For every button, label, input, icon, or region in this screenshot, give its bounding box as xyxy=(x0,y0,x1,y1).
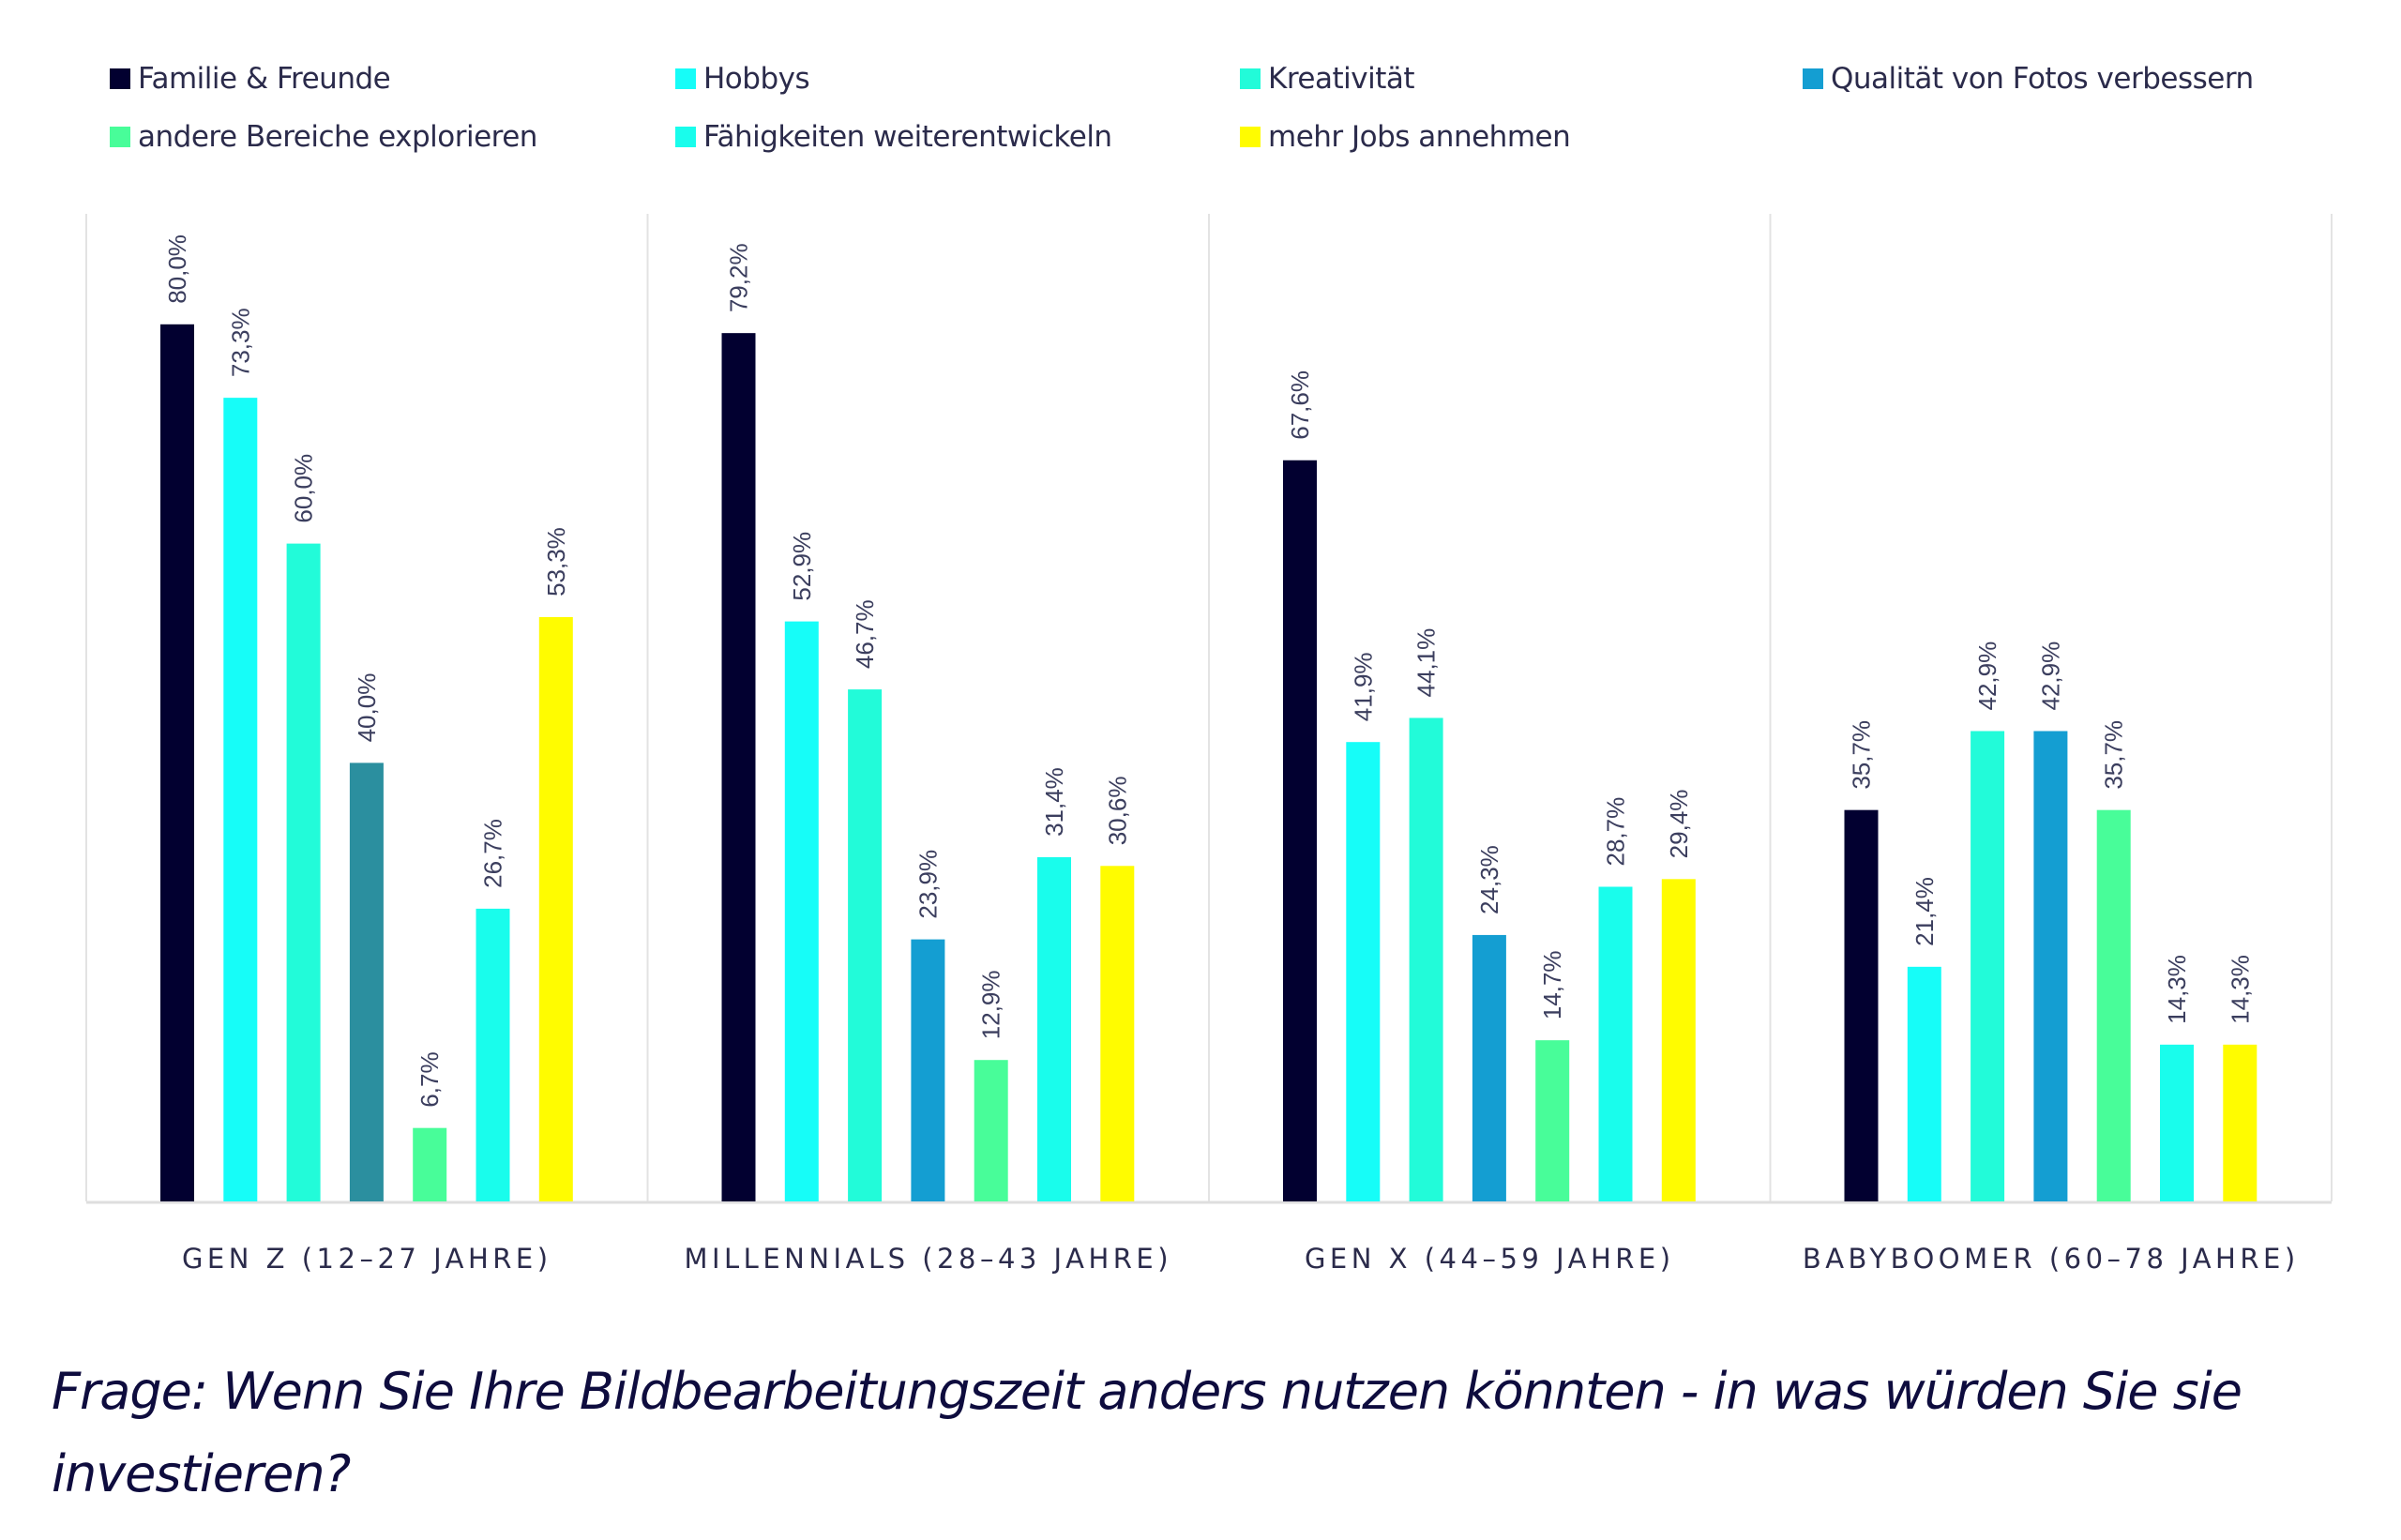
bar xyxy=(1907,966,1941,1201)
bar xyxy=(1971,731,2005,1201)
legend-swatch xyxy=(110,127,130,147)
data-label: 52,9% xyxy=(788,532,816,601)
legend-item: andere Bereiche explorieren xyxy=(110,120,537,154)
data-label: 46,7% xyxy=(851,599,879,669)
legend-swatch xyxy=(110,68,130,89)
bar xyxy=(223,398,258,1201)
bar xyxy=(1598,886,1633,1201)
bar xyxy=(784,621,819,1201)
legend-swatch xyxy=(1240,68,1261,89)
legend-label: Fähigkeiten weiterentwickeln xyxy=(703,120,1112,154)
data-label: 14,3% xyxy=(2226,955,2254,1024)
data-label: 42,9% xyxy=(2036,642,2064,711)
bar xyxy=(476,908,510,1201)
bar xyxy=(1409,717,1443,1201)
bar xyxy=(911,939,945,1201)
bar xyxy=(974,1060,1008,1201)
category-label: GEN Z (12–27 JAHRE) xyxy=(182,1243,552,1275)
legend-label: Kreativität xyxy=(1268,62,1415,96)
data-label: 24,3% xyxy=(1475,845,1503,914)
legend-item: Fähigkeiten weiterentwickeln xyxy=(675,120,1112,154)
category-label: MILLENNIALS (28–43 JAHRE) xyxy=(684,1243,1172,1275)
legend-label: Familie & Freunde xyxy=(138,62,391,96)
data-label: 42,9% xyxy=(1973,642,2001,711)
data-label: 30,6% xyxy=(1103,777,1131,846)
data-label: 12,9% xyxy=(977,970,1005,1039)
data-label: 40,0% xyxy=(353,673,381,743)
data-label: 31,4% xyxy=(1040,767,1068,837)
data-label: 35,7% xyxy=(1848,720,1876,790)
bar xyxy=(2033,731,2068,1201)
legend-swatch xyxy=(675,68,696,89)
data-label: 53,3% xyxy=(542,527,570,596)
legend-label: Qualität von Fotos verbessern xyxy=(1831,62,2254,96)
bar xyxy=(1346,742,1381,1201)
data-label: 60,0% xyxy=(290,454,318,523)
legend-swatch xyxy=(1240,127,1261,147)
legend-label: andere Bereiche explorieren xyxy=(138,120,537,154)
data-label: 21,4% xyxy=(1910,877,1939,946)
data-label: 14,7% xyxy=(1538,950,1566,1019)
bar xyxy=(1100,866,1135,1201)
bar xyxy=(1037,856,1071,1201)
bar xyxy=(2096,809,2131,1201)
bar xyxy=(413,1127,447,1201)
survey-question-caption: Frage: Wenn Sie Ihre Bildbearbeitungszei… xyxy=(52,1362,2242,1503)
bar xyxy=(1283,460,1317,1202)
data-label: 6,7% xyxy=(415,1051,444,1107)
data-label: 79,2% xyxy=(725,243,753,312)
data-label: 23,9% xyxy=(914,850,942,919)
bar xyxy=(1844,809,1879,1201)
bar xyxy=(2160,1044,2194,1201)
grouped-bar-chart: 80,0% 73,3% 60,0% 40,0% 6,7% 26,7% 53,3% GEN Z … xyxy=(85,214,2333,1275)
chart-legend: Familie & Freunde Hobbys Kreativität Qualit… xyxy=(0,0,2401,188)
legend-item: Qualität von Fotos verbessern xyxy=(1803,62,2254,96)
bar xyxy=(1661,879,1696,1201)
bar xyxy=(2223,1044,2258,1201)
data-label: 14,3% xyxy=(2163,955,2191,1024)
bar xyxy=(160,324,194,1201)
legend-swatch xyxy=(1803,68,1823,89)
data-label: 35,7% xyxy=(2100,720,2128,790)
bar xyxy=(538,616,573,1201)
category-label: BABYBOOMER (60–78 JAHRE) xyxy=(1803,1243,2300,1275)
bar xyxy=(721,333,756,1202)
bar xyxy=(1472,934,1506,1201)
legend-item: mehr Jobs annehmen xyxy=(1240,120,1571,154)
data-label: 67,6% xyxy=(1286,370,1314,440)
bar xyxy=(1535,1040,1570,1201)
data-label: 28,7% xyxy=(1602,797,1630,867)
data-label: 26,7% xyxy=(479,819,507,888)
bar xyxy=(848,689,883,1201)
data-label: 41,9% xyxy=(1349,652,1377,721)
data-label: 73,3% xyxy=(226,308,254,377)
category-label: GEN X (44–59 JAHRE) xyxy=(1305,1243,1675,1275)
legend-swatch xyxy=(675,127,696,147)
data-label: 44,1% xyxy=(1412,628,1441,698)
legend-label: mehr Jobs annehmen xyxy=(1268,120,1571,154)
legend-item: Kreativität xyxy=(1240,62,1415,96)
bar xyxy=(349,762,384,1201)
data-label: 80,0% xyxy=(163,234,191,304)
legend-item: Hobbys xyxy=(675,62,810,96)
data-label: 29,4% xyxy=(1665,790,1693,859)
bar xyxy=(286,543,321,1201)
legend-item: Familie & Freunde xyxy=(110,62,391,96)
legend-label: Hobbys xyxy=(703,62,810,96)
